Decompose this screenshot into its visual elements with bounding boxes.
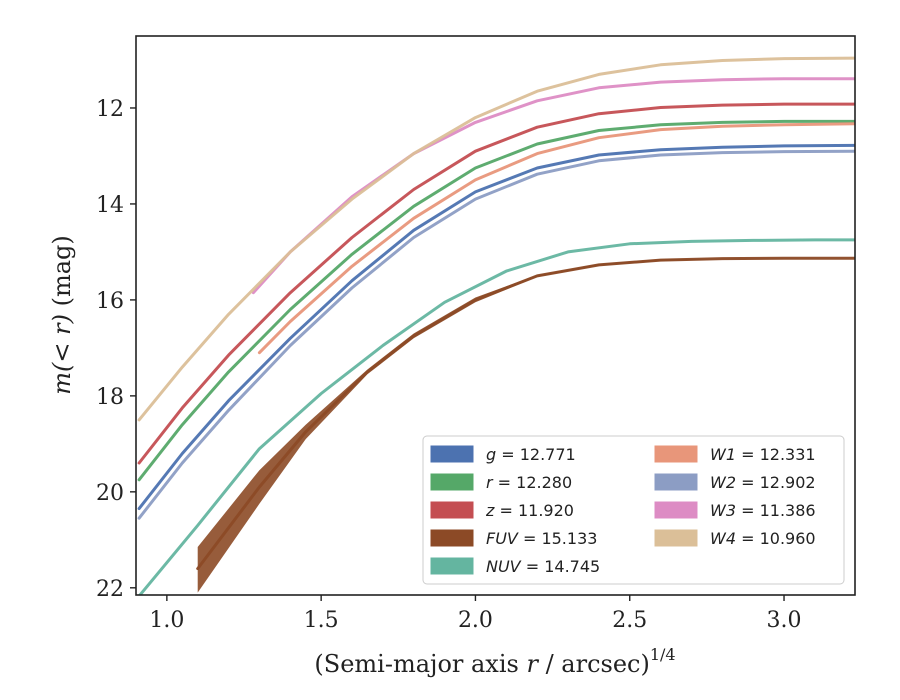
y-tick-label: 18 [96,385,124,410]
legend-series-name: g [486,445,496,464]
x-tick-label: 3.0 [767,608,802,633]
legend-series-value: = 12.771 [496,445,576,464]
legend-series-value: = 12.331 [736,445,816,464]
x-tick-label: 2.0 [458,608,493,633]
legend-label-g: g = 12.771 [486,445,576,464]
legend-swatch-r [430,473,474,491]
series-nuv-line [138,238,855,595]
legend-series-value: = 11.386 [736,501,816,520]
legend-swatch-w4 [654,529,698,547]
legend-label-z: z = 11.920 [485,501,574,520]
legend-series-value: = 11.920 [494,501,574,520]
legend-swatch-w1 [654,445,698,463]
x-axis-label-main: (Semi-major axis [314,650,526,678]
legend-swatch-w3 [654,501,698,519]
legend-swatch-g [430,445,474,463]
legend-label-nuv: NUV = 14.745 [486,557,600,576]
legend-frame [422,435,845,585]
series-z-line [137,102,855,465]
legend-series-name: FUV [486,529,519,548]
x-tick-label: 2.5 [612,608,647,633]
legend-series-value: = 12.280 [493,473,573,492]
x-tick-label: 1.5 [304,608,339,633]
series-w4-line [137,56,855,422]
legend-swatch-z [430,501,474,519]
legend-swatch-fuv [430,529,474,547]
x-axis: 1.0 1.5 2.0 2.5 3.0 [149,595,802,633]
y-tick-label: 20 [96,481,124,506]
series-g-line [137,143,855,511]
legend-series-value: = 12.902 [736,473,816,492]
legend-swatch-nuv [430,557,474,575]
y-axis-label-main: m(< r) [48,314,76,395]
series-fuv-line [196,256,855,571]
legend-series-name: W3 [710,501,736,520]
y-tick-label: 14 [96,193,124,218]
y-axis: 12 14 16 18 20 22 [96,97,136,602]
y-axis-label: m(< r) (mag) [48,235,76,395]
legend-series-name: W1 [710,445,736,464]
y-tick-label: 16 [96,289,124,314]
legend-series-name: z [485,501,495,520]
plot-frame [135,35,856,596]
legend-label-w1: W1 = 12.331 [710,445,816,464]
legend-label-w2: W2 = 12.902 [710,473,816,492]
legend-label-w3: W3 = 11.386 [710,501,816,520]
legend-label-r: r = 12.280 [486,473,572,492]
legend-label-fuv: FUV = 15.133 [486,529,597,548]
legend-series-name: r [486,473,494,492]
x-axis-label-var: r [526,650,539,678]
legend-swatch-w2 [654,473,698,491]
x-axis-label-tail: / arcsec) [538,650,650,678]
legend-series-name: W4 [710,529,736,548]
x-tick-label: 1.0 [149,608,184,633]
x-axis-label: (Semi-major axis r / arcsec)1/4 [314,645,675,678]
series-r-line [137,119,855,482]
y-tick-label: 22 [96,577,124,602]
x-axis-label-power: 1/4 [650,645,676,664]
legend-series-value: = 14.745 [521,557,601,576]
series-w1-line [257,122,855,355]
legend-series-value: = 10.960 [736,529,816,548]
y-tick-label: 12 [96,97,124,122]
y-axis-label-unit: (mag) [48,235,76,314]
legend-series-name: W2 [710,473,736,492]
legend-series-name: NUV [486,557,522,576]
legend-series-value: = 15.133 [518,529,598,548]
series-layer [137,56,855,595]
legend-label-w4: W4 = 10.960 [710,529,816,548]
series-w2-line [137,149,855,520]
